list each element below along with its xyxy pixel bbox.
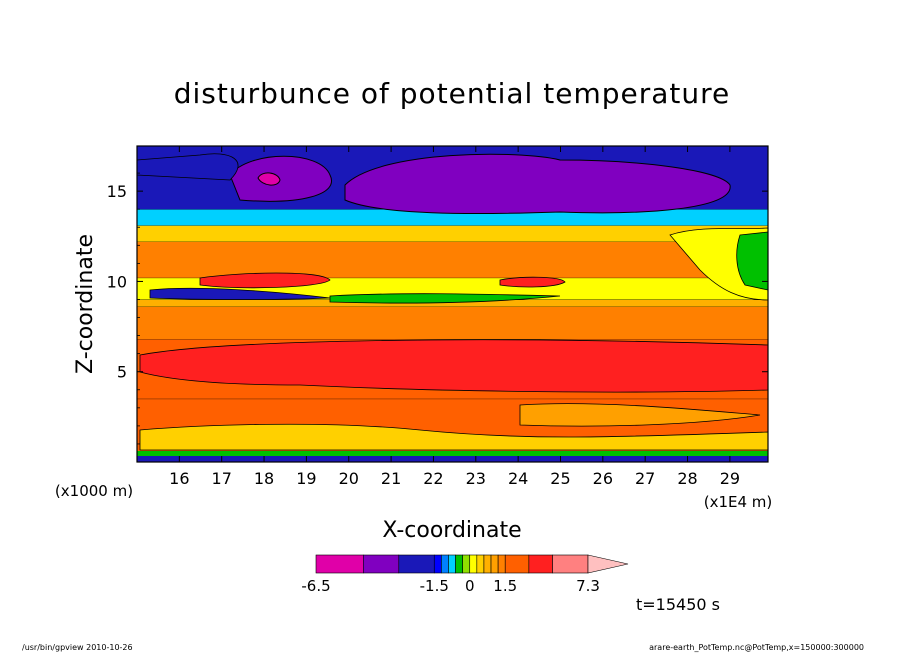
green-band-9km: [329, 293, 561, 304]
chart-title: disturbunce of potential temperature: [174, 77, 731, 110]
upper-minimum-core-east: [344, 153, 731, 215]
colorbar-arrow: [587, 554, 629, 574]
colorbar-swatch-14: [528, 554, 553, 574]
colorbar-label: 7.3: [576, 577, 600, 595]
y-tick-label: 15: [107, 182, 127, 201]
colorbar-swatch-9: [476, 554, 485, 574]
colorbar-labels: -6.5 -1.5 0 1.5 7.3: [301, 577, 600, 595]
x-tick-label: 25: [550, 469, 570, 488]
field-band-4: [137, 299, 768, 307]
upper-blue-edge: [137, 153, 239, 181]
x-tick-label: 29: [720, 469, 740, 488]
upper-minimum-spot: [257, 172, 281, 186]
colorbar-label: 0: [465, 577, 475, 595]
y-tick-label: 10: [107, 272, 127, 291]
x-tick-label: 16: [169, 469, 189, 488]
x-tick-label: 19: [296, 469, 316, 488]
colorbar-swatch-4: [441, 554, 449, 574]
x-tick-label: 27: [635, 469, 655, 488]
y-tick-label: 5: [117, 363, 127, 382]
x-axis-ticks: 16 17 18 19 20 21 22 23 24 25 26 27 28 29: [169, 146, 740, 488]
y-axis-label: Z-coordinate: [73, 234, 98, 374]
colorbar-label: -1.5: [420, 577, 449, 595]
x-axis-unit: (x1E4 m): [704, 493, 773, 511]
plot-area: [137, 146, 768, 462]
x-tick-label: 18: [254, 469, 274, 488]
x-tick-label: 28: [677, 469, 697, 488]
colorbar-swatch-8: [469, 554, 478, 574]
x-tick-label: 17: [212, 469, 232, 488]
colorbar-swatch-13: [504, 554, 530, 574]
right-tongue-green: [736, 231, 768, 291]
x-tick-label: 24: [508, 469, 528, 488]
field-band-3: [137, 306, 768, 340]
colorbar-swatch-6: [455, 554, 463, 574]
colorbar-swatch-12: [497, 554, 506, 574]
field-features: [137, 153, 768, 462]
colorbar-swatch-7: [462, 554, 471, 574]
colorbar-swatch-1: [363, 554, 400, 574]
red-blob-5km: [139, 339, 768, 393]
upper-minimum-core: [229, 155, 332, 202]
field-band-7: [137, 225, 768, 242]
colorbar-swatch-11: [490, 554, 499, 574]
streak-10km-a: [199, 272, 331, 289]
colorbar-label: -6.5: [301, 577, 330, 595]
footer-right: arare-earth_PotTemp.nc@PotTemp,x=150000:…: [649, 643, 864, 652]
surface-layer-dark: [137, 456, 768, 462]
streak-10km-b: [499, 276, 566, 288]
colorbar: [315, 554, 629, 574]
colorbar-swatch-0: [315, 554, 364, 574]
time-label: t=15450 s: [636, 595, 720, 614]
colorbar-swatch-2: [398, 554, 435, 574]
x-tick-label: 26: [593, 469, 613, 488]
y-axis-unit: (x1000 m): [55, 482, 133, 500]
colorbar-swatch-10: [483, 554, 492, 574]
x-tick-label: 21: [381, 469, 401, 488]
x-tick-label: 23: [466, 469, 486, 488]
field-band-6: [137, 241, 768, 278]
colorbar-swatch-5: [448, 554, 456, 574]
x-tick-label: 20: [339, 469, 359, 488]
x-axis-label: X-coordinate: [382, 518, 521, 543]
colorbar-label: 1.5: [493, 577, 517, 595]
colorbar-swatch-3: [433, 554, 442, 574]
lower-yellow-layer: [139, 423, 768, 451]
footer-left: /usr/bin/gpview 2010-10-26: [22, 643, 133, 652]
lower-orange-cell: [519, 403, 761, 427]
x-tick-label: 22: [423, 469, 443, 488]
colorbar-swatch-15: [552, 554, 589, 574]
plot-frame: [136, 145, 769, 463]
y-axis-ticks: 5 10 15: [107, 172, 768, 445]
